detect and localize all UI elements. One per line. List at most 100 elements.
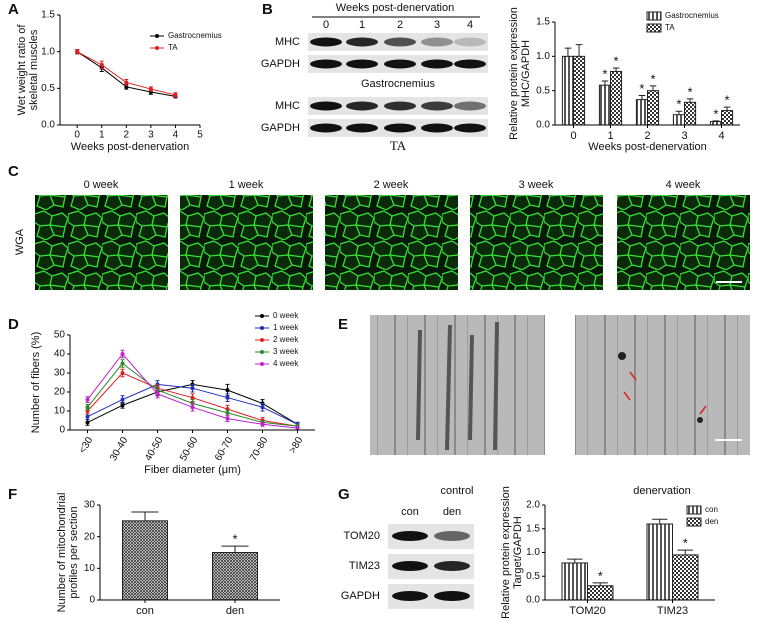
blot-row-label: GAPDH [261, 122, 300, 134]
error-bar [575, 44, 583, 57]
blot-band [392, 531, 428, 541]
point [124, 80, 129, 85]
y-tick-label: 20 [54, 387, 66, 398]
bar [122, 520, 168, 601]
x-tick-label: TIM23 [657, 605, 688, 617]
point [155, 391, 160, 396]
point [120, 361, 125, 366]
error-bar [601, 80, 609, 86]
y-tick-label: 30 [84, 500, 96, 511]
point [85, 420, 90, 425]
y-tick-label: 0.0 [536, 120, 550, 131]
wga-column-label: 2 week [374, 179, 409, 191]
x-tick-label: 2 [124, 130, 130, 141]
em-caption: control [440, 485, 473, 497]
legend-marker [260, 362, 264, 366]
bar [647, 90, 660, 126]
significance: * [232, 532, 237, 547]
blot-band [384, 59, 416, 69]
series-line [76, 51, 176, 97]
x-tick-label: 30-40 [108, 435, 131, 463]
bar [684, 101, 697, 126]
arrows [623, 371, 707, 415]
x-axis-label: Weeks post-denervation [71, 141, 189, 153]
x-tick-label: 4 [173, 130, 179, 141]
em-caption: denervation [633, 485, 691, 497]
significance: * [651, 71, 656, 86]
z-lines [416, 321, 499, 451]
bar [561, 55, 575, 126]
legend-label: con [705, 505, 718, 514]
panel-label: A [8, 1, 19, 18]
significance: * [598, 568, 603, 583]
wga-column-label: 1 week [229, 179, 264, 191]
blot-band [392, 561, 428, 571]
error-bar [712, 120, 720, 122]
blot-row-label: TIM23 [349, 560, 380, 572]
legend-label: den [705, 517, 718, 526]
blot-row-label: GAPDH [261, 58, 300, 70]
y-tick-label: 40 [54, 349, 66, 360]
x-tick-label: 50-60 [178, 435, 201, 463]
point [225, 395, 230, 400]
y-tick-label: 1.5 [536, 17, 550, 28]
blot-band [434, 531, 470, 541]
point [173, 92, 178, 97]
blot-row-label: MHC [275, 36, 300, 48]
bar [672, 554, 699, 601]
point [120, 403, 125, 408]
y-axis-label: Wet weight ratio of [16, 24, 28, 116]
bar [598, 84, 612, 126]
point [85, 405, 90, 410]
blot-row-label: MHC [275, 100, 300, 112]
x-tick-label: 0 [570, 130, 576, 142]
error-bar [686, 98, 694, 103]
x-tick-label: 0 [74, 130, 80, 141]
blot-row-label: TOM20 [344, 530, 380, 542]
x-tick-label: 2 [644, 130, 650, 142]
error-bar [592, 582, 608, 586]
point [260, 405, 265, 410]
legend-label: TA [168, 43, 178, 52]
x-tick-label: <30 [77, 435, 95, 456]
blot-header: Weeks post-denervation [336, 2, 454, 14]
bar [672, 114, 686, 126]
y-tick-label: 0 [89, 595, 95, 606]
blot-caption: TA [390, 138, 407, 153]
wga-row-label: WGA [14, 228, 26, 255]
em-image-control [370, 315, 545, 455]
y-tick-label: 30 [54, 368, 66, 379]
x-tick-label: 3 [681, 130, 687, 142]
lane-label: 1 [359, 19, 365, 31]
significance: * [602, 66, 607, 81]
x-tick-label: den [226, 605, 244, 617]
error-bar [649, 85, 657, 91]
blot-band [310, 37, 342, 47]
x-tick-label: 3 [148, 130, 154, 141]
panel-label: G [338, 486, 350, 503]
panel-label: D [8, 316, 19, 333]
blot-band [421, 101, 453, 111]
blot-band [454, 101, 486, 111]
bar [709, 121, 723, 126]
y-tick-label: 0.5 [526, 571, 540, 582]
y-tick-label: 0.5 [41, 83, 55, 94]
legend-swatch [686, 517, 702, 527]
bar [610, 70, 623, 126]
blot-band [434, 561, 470, 571]
wga-image [325, 195, 458, 290]
y-axis-label: MHC/GAPDH [520, 40, 532, 107]
bar [635, 99, 649, 126]
point [120, 371, 125, 375]
y-tick-label: 20 [84, 531, 96, 542]
blot-band [384, 37, 416, 47]
point [225, 388, 230, 393]
blot-band [310, 123, 342, 133]
error-bar [638, 94, 646, 100]
legend-marker [155, 46, 159, 50]
wga-image [470, 195, 603, 290]
error-bar [567, 558, 583, 563]
bar [212, 552, 258, 601]
legend-label: 2 week [273, 335, 299, 344]
legend-marker [260, 350, 264, 354]
